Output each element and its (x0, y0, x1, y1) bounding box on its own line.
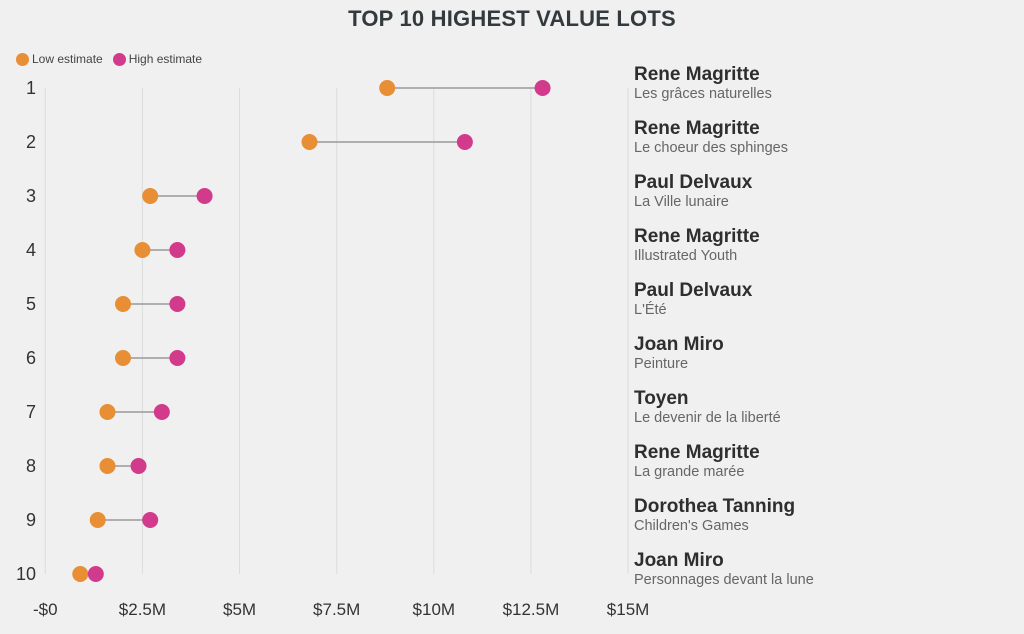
artist-name: Rene Magritte (634, 118, 760, 139)
low-estimate-dot (115, 296, 131, 312)
dumbbell-row (72, 566, 104, 582)
dumbbell-row (301, 134, 473, 150)
artwork-title: Children's Games (634, 518, 749, 534)
low-estimate-dot (99, 458, 116, 474)
artwork-title: Les grâces naturelles (634, 86, 772, 102)
artist-name: Rene Magritte (634, 226, 760, 247)
high-estimate-dot (153, 404, 170, 420)
artist-name: Dorothea Tanning (634, 496, 796, 517)
low-estimate-dot (89, 512, 106, 528)
artwork-title: Illustrated Youth (634, 248, 738, 264)
lot-label: Dorothea Tanning Children's Games (634, 496, 1014, 535)
lot-label: Rene Magritte Le choeur des sphinges (634, 118, 1014, 157)
artist-name: Rene Magritte (634, 64, 760, 85)
low-estimate-dot (142, 188, 159, 204)
artwork-title: L'Été (634, 302, 667, 318)
dumbbell-row (115, 296, 186, 312)
x-tick-label: $2.5M (118, 600, 167, 619)
high-estimate-dot (169, 296, 186, 312)
artwork-title: La Ville lunaire (634, 194, 729, 210)
artist-name: Paul Delvaux (634, 172, 753, 193)
rank-label: 2 (25, 132, 36, 152)
low-estimate-dot (99, 404, 116, 420)
low-estimate-dot (301, 134, 318, 150)
artist-name: Joan Miro (634, 334, 724, 355)
artwork-title: La grande marée (634, 464, 745, 480)
lot-label: Rene Magritte Illustrated Youth (634, 226, 1014, 265)
artist-name: Toyen (634, 388, 689, 409)
legend-label-low: Low estimate (32, 52, 103, 66)
dumbbell-row (134, 242, 186, 258)
high-estimate-dot (169, 242, 186, 258)
x-tick-label: $5M (223, 600, 257, 619)
high-estimate-dot (169, 350, 186, 366)
lot-label: Joan Miro Personnages devant la lune (634, 550, 1014, 589)
dumbbell-row (115, 350, 186, 366)
artist-name: Joan Miro (634, 550, 724, 571)
artwork-title: Le devenir de la liberté (634, 410, 781, 426)
artwork-title: Peinture (634, 356, 689, 372)
dumbbell-row (379, 80, 551, 96)
rank-label: 10 (15, 564, 36, 584)
rank-label: 1 (25, 78, 36, 98)
lot-label: Toyen Le devenir de la liberté (634, 388, 1014, 427)
lot-label: Paul Delvaux L'Été (634, 280, 1014, 319)
rank-label: 7 (25, 402, 36, 422)
rank-label: 3 (25, 186, 36, 206)
legend-label-high: High estimate (128, 52, 203, 66)
rank-label: 6 (25, 348, 36, 368)
legend-item-high: High estimate (112, 52, 203, 66)
high-estimate-dot (456, 134, 473, 150)
x-tick-label: -$0 (33, 600, 58, 619)
lot-label: Paul Delvaux La Ville lunaire (634, 172, 1014, 211)
legend-swatch-high (112, 52, 126, 66)
legend-item-low: Low estimate (16, 52, 103, 66)
high-estimate-dot (142, 512, 159, 528)
low-estimate-dot (115, 350, 131, 366)
rank-label: 5 (25, 294, 36, 314)
lot-label: Rene Magritte La grande marée (634, 442, 1014, 481)
dumbbell-row (99, 458, 147, 474)
artwork-title: Personnages devant la lune (634, 572, 814, 588)
lot-label: Rene Magritte Les grâces naturelles (634, 64, 1014, 103)
chart-title: TOP 10 HIGHEST VALUE LOTS (348, 6, 676, 31)
artwork-title: Le choeur des sphinges (634, 140, 788, 156)
legend: Low estimate High estimate (16, 52, 212, 66)
x-tick-label: $12.5M (502, 600, 560, 619)
lot-label: Joan Miro Peinture (634, 334, 1014, 373)
artist-name: Rene Magritte (634, 442, 760, 463)
high-estimate-dot (534, 80, 551, 96)
x-tick-label: $7.5M (313, 600, 361, 619)
low-estimate-dot (134, 242, 151, 258)
low-estimate-dot (379, 80, 396, 96)
high-estimate-dot (196, 188, 213, 204)
artist-name: Paul Delvaux (634, 280, 753, 301)
rank-label: 4 (25, 240, 36, 260)
x-tick-label: $10M (412, 600, 456, 619)
low-estimate-dot (72, 566, 89, 582)
dumbbell-row (89, 512, 159, 528)
high-estimate-dot (130, 458, 147, 474)
rank-label: 9 (25, 510, 36, 530)
x-tick-label: $15M (606, 600, 650, 619)
dumbbell-row (142, 188, 213, 204)
dumbbell-row (99, 404, 170, 420)
rank-label: 8 (25, 456, 36, 476)
legend-swatch-low (16, 52, 29, 66)
high-estimate-dot (87, 566, 104, 582)
